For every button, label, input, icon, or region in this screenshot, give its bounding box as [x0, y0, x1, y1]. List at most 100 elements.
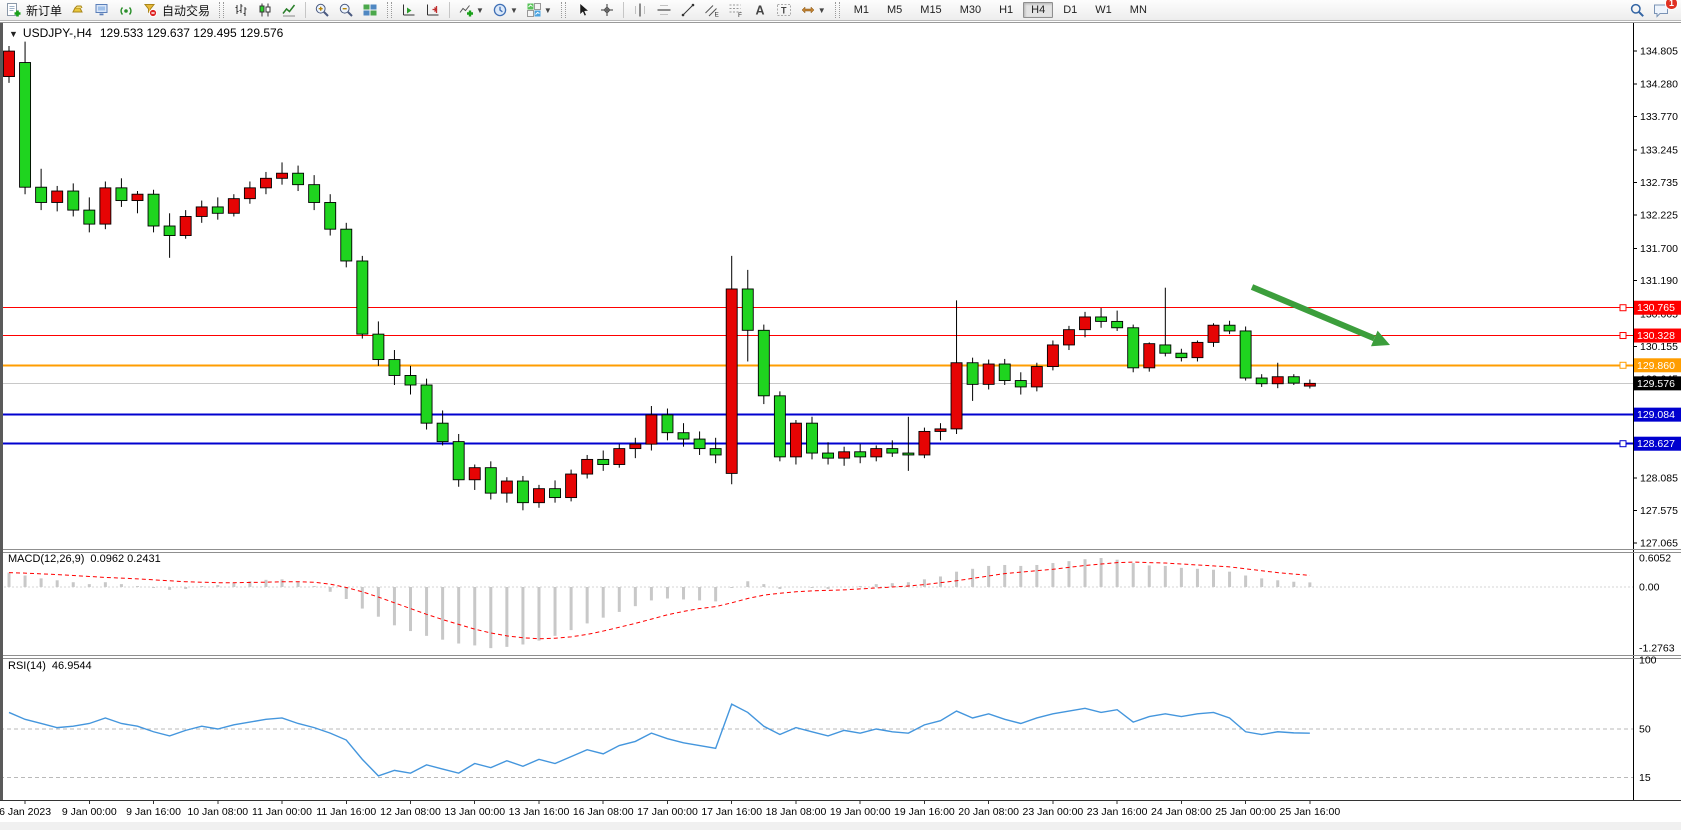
time-tick-label: 13 Jan 00:00	[444, 806, 505, 818]
candle	[51, 190, 64, 203]
new-chart-button[interactable]: ▼	[455, 1, 487, 19]
time-axis: 6 Jan 2023 9 Jan 00:00 9 Jan 16:00 10 Jan 0…	[0, 800, 1681, 818]
candle	[1030, 366, 1043, 388]
time-tick-label: 23 Jan 16:00	[1087, 806, 1148, 818]
toolbar-right-icons: 1	[1625, 0, 1679, 19]
arrows-button[interactable]: ▼	[797, 1, 829, 19]
price-axis-label-text: 129.860	[1637, 360, 1675, 372]
candle	[854, 451, 867, 458]
candle	[1303, 382, 1316, 387]
auto-scroll-button[interactable]	[398, 1, 420, 19]
hline-icon	[657, 5, 671, 15]
new-order-button[interactable]: 新订单	[3, 1, 65, 19]
candle	[886, 448, 899, 454]
candle	[227, 198, 240, 214]
timeframe-m1-button[interactable]: M1	[853, 4, 869, 16]
time-tick-label: 9 Jan 00:00	[62, 806, 117, 818]
autotrading-button[interactable]: 自动交易	[139, 1, 213, 19]
indicators-button[interactable]: ▼	[523, 1, 555, 19]
chart-symbol-period: USDJPY-,H4	[22, 26, 92, 40]
fibonacci-button[interactable]: F	[725, 1, 747, 19]
timeframe-m30-button[interactable]: M30	[959, 4, 982, 16]
timeframe-w1-button[interactable]: W1	[1095, 4, 1112, 16]
periods-button[interactable]: ▼	[489, 1, 521, 19]
collapse-chart-icon[interactable]: ▼	[9, 29, 18, 39]
timeframe-m15-button[interactable]: M15	[920, 4, 942, 16]
candle	[372, 333, 385, 361]
candle	[83, 209, 96, 225]
time-tick-label: 18 Jan 08:00	[766, 806, 827, 818]
candle	[1175, 352, 1188, 359]
line-chart-button[interactable]	[278, 1, 300, 19]
timeframe-m5-button[interactable]: M5	[887, 4, 903, 16]
dropdown-arrow-icon[interactable]: ▼	[817, 5, 826, 15]
cursor-button[interactable]	[572, 1, 594, 19]
candle	[3, 50, 15, 77]
macd-signal-line	[8, 561, 1310, 640]
trendline-button[interactable]	[677, 1, 699, 19]
chart-title-bar[interactable]: ▼ USDJPY-,H4 129.533 129.637 129.495 129.5…	[9, 26, 283, 40]
candle	[1127, 327, 1140, 369]
trend-arrow-annotation[interactable]	[1250, 284, 1390, 347]
line-handle[interactable]	[1619, 304, 1627, 312]
timeframe-h1-button[interactable]: H1	[999, 4, 1014, 16]
zoom-in-button[interactable]	[311, 1, 333, 19]
tile-windows-button[interactable]	[359, 1, 381, 19]
search-button[interactable]	[1626, 1, 1648, 19]
notification-badge: 1	[1665, 0, 1678, 10]
autoscroll-icon	[403, 4, 415, 16]
rsi-line	[8, 703, 1310, 777]
crosshair-button[interactable]	[596, 1, 618, 19]
candle	[147, 193, 160, 227]
candle	[292, 172, 305, 186]
chat-button[interactable]: 1	[1650, 0, 1678, 19]
text-label-button[interactable]: T	[773, 1, 795, 19]
line-handle[interactable]	[1619, 332, 1627, 340]
text-icon: A	[755, 4, 764, 18]
candle	[308, 184, 321, 203]
horizontal-line-button[interactable]	[653, 1, 675, 19]
signals-button[interactable]	[115, 1, 137, 19]
newchart-icon	[459, 5, 474, 17]
terminal-icon	[95, 4, 108, 16]
price-axis-label	[1634, 436, 1681, 451]
timeframe-mn-button[interactable]: MN	[1129, 4, 1147, 16]
time-tick-label: 19 Jan 16:00	[894, 806, 955, 818]
price-tick-label: 128.085	[1640, 473, 1678, 485]
timeframe-d1-button[interactable]: D1	[1063, 4, 1078, 16]
candle	[870, 448, 883, 458]
candlestick-chart-button[interactable]	[254, 1, 276, 19]
zoom-out-button[interactable]	[335, 1, 357, 19]
dropdown-arrow-icon[interactable]: ▼	[509, 5, 518, 15]
candle	[597, 458, 610, 465]
timeframe-h4-button[interactable]: H4	[1023, 2, 1054, 18]
equidistant-channel-button[interactable]: E	[701, 1, 723, 19]
rsi-axis-label: 15	[1639, 772, 1651, 784]
candle	[276, 172, 288, 179]
svg-text:E: E	[714, 12, 719, 19]
time-tick-label: 11 Jan 16:00	[316, 806, 376, 818]
zoom-out-icon	[339, 3, 353, 17]
dropdown-arrow-icon[interactable]: ▼	[476, 5, 484, 15]
candle	[725, 288, 738, 474]
price-tick-label: 127.575	[1640, 505, 1678, 517]
price-tick-label: 127.065	[1640, 538, 1678, 550]
line-handle[interactable]	[1619, 361, 1627, 369]
shift-icon	[427, 4, 439, 16]
candle	[420, 384, 433, 424]
price-tick-label: 132.225	[1640, 209, 1678, 221]
terminal-button[interactable]	[91, 1, 113, 19]
line-handle[interactable]	[1619, 440, 1627, 448]
dropdown-arrow-icon[interactable]: ▼	[543, 5, 552, 15]
bar-chart-button[interactable]	[230, 1, 252, 19]
rsi-indicator-label: RSI(14) 46.9544	[8, 660, 92, 672]
market-watch-button[interactable]	[67, 1, 89, 19]
price-tick-label: 130.155	[1640, 341, 1678, 353]
chart-shift-button[interactable]	[422, 1, 444, 19]
candle	[1014, 380, 1027, 388]
candle	[1063, 329, 1075, 346]
toolbar-separator	[449, 2, 451, 18]
candle	[115, 187, 128, 202]
vertical-line-button[interactable]	[629, 1, 651, 19]
text-button[interactable]: A	[749, 1, 771, 19]
